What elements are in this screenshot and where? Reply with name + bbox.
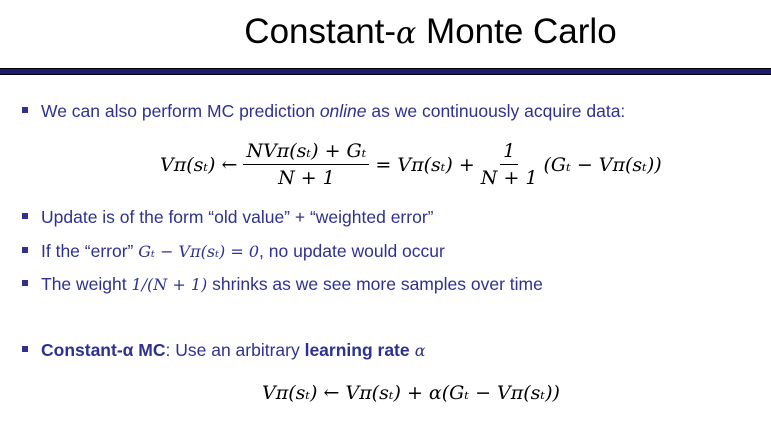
- title-text-suffix: Monte Carlo: [416, 12, 617, 51]
- bullet-math: α: [409, 341, 426, 360]
- title-alpha: α: [396, 16, 417, 51]
- bullet-text: as we continuously acquire data:: [366, 101, 626, 121]
- bullet-math: 1/(N + 1): [131, 275, 208, 294]
- bullet-error: If the “error” Gₜ − Vπ(sₜ) = 0, no updat…: [22, 241, 445, 262]
- eq-rhs: (Gₜ − Vπ(sₜ)): [543, 153, 662, 176]
- eq-lhs: Vπ(sₜ) ←: [160, 153, 238, 176]
- eq-middle: = Vπ(sₜ) +: [375, 153, 475, 176]
- bullet-text: We can also perform MC prediction: [41, 101, 320, 121]
- eq-numerator: NVπ(sₜ) + Gₜ: [243, 140, 370, 165]
- bullet-text: If the “error”: [41, 241, 139, 261]
- bullet-icon: [22, 247, 28, 253]
- bullet-text: Update is of the form “old value” + “wei…: [41, 207, 434, 227]
- bullet-icon: [22, 346, 28, 352]
- equation-constant-alpha: Vπ(sₜ) ← Vπ(sₜ) + α(Gₜ − Vπ(sₜ)): [262, 382, 560, 404]
- eq-denominator-2: N + 1: [480, 167, 538, 189]
- bullet-bold: learning rate: [304, 340, 410, 360]
- bullet-text: , no update would occur: [259, 241, 445, 261]
- title-text: Constant-: [244, 12, 397, 51]
- slide-title: Constant-α Monte Carlo: [0, 12, 771, 52]
- eq-numerator-2: 1: [500, 140, 519, 165]
- bullet-update-form: Update is of the form “old value” + “wei…: [22, 207, 433, 228]
- bullet-constant-alpha: Constant-α MC: Use an arbitrary learning…: [22, 340, 426, 361]
- bullet-icon: [22, 107, 28, 113]
- bullet-weight: The weight 1/(N + 1) shrinks as we see m…: [22, 274, 543, 295]
- bullet-icon: [22, 280, 28, 286]
- bullet-emphasis: online: [319, 101, 367, 121]
- bullet-text: The weight: [41, 274, 132, 294]
- eq-fraction: NVπ(sₜ) + Gₜ N + 1: [243, 140, 370, 189]
- eq-denominator: N + 1: [278, 167, 335, 189]
- bullet-online: We can also perform MC prediction online…: [22, 101, 625, 122]
- bullet-text: : Use an arbitrary: [165, 340, 305, 360]
- bullet-math: Gₜ − Vπ(sₜ) = 0: [138, 242, 260, 261]
- bullet-bold: Constant-α MC: [41, 340, 166, 360]
- bullet-text: shrinks as we see more samples over time: [207, 274, 543, 294]
- bullet-icon: [22, 213, 28, 219]
- title-divider: [0, 68, 771, 75]
- eq-constant-alpha-text: Vπ(sₜ) ← Vπ(sₜ) + α(Gₜ − Vπ(sₜ)): [262, 382, 560, 404]
